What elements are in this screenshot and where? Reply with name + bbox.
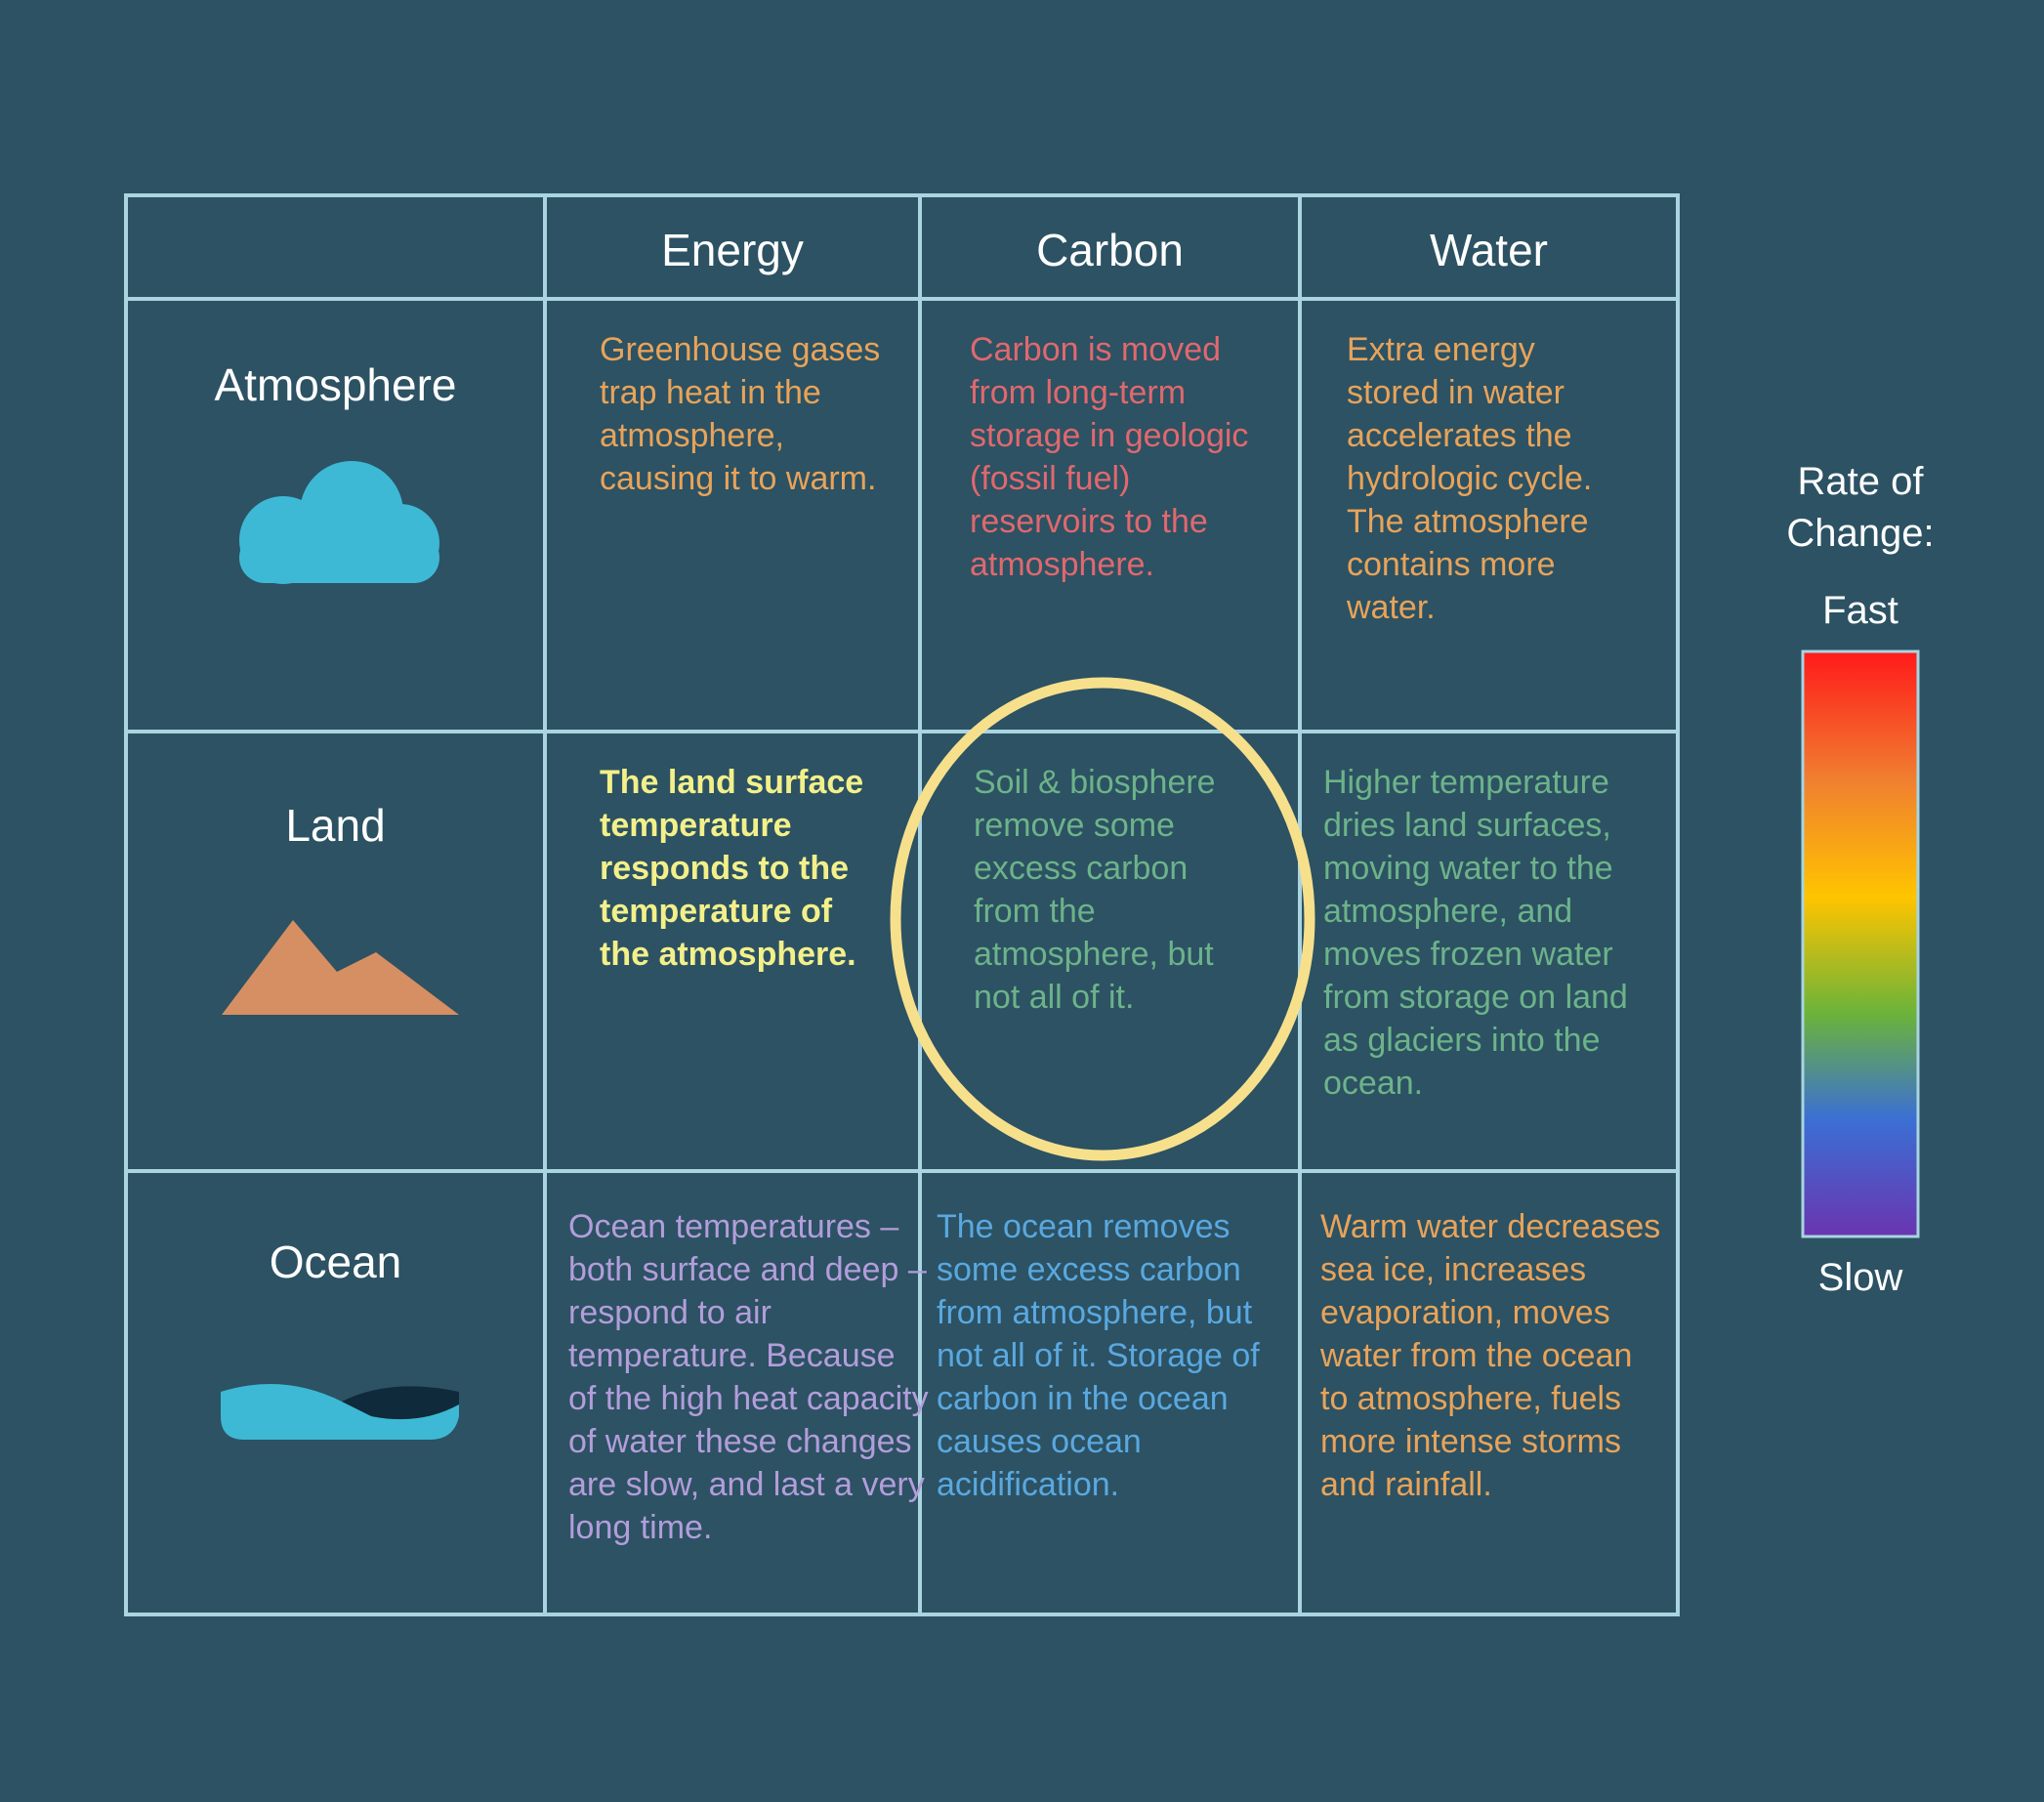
cell-text: Greenhouse gases trap heat in the atmosp… [600,331,881,497]
cell-text: Higher temperature dries land surfaces, … [1323,764,1628,1102]
cell-text: Ocean temperatures – both surface and de… [568,1208,929,1546]
rate-gradient-bar [1801,650,1920,1238]
cloud-icon [239,461,439,584]
column-header: Energy [661,225,804,275]
cell-text: Soil & biosphere remove some excess carb… [974,764,1216,1016]
cell-text: The land surface temperature responds to… [600,764,864,973]
wave-icon [221,1384,459,1440]
row-label: Land [285,800,386,851]
row-label: Atmosphere [214,359,457,410]
row-label: Ocean [269,1236,402,1287]
column-header: Carbon [1036,225,1184,275]
cell-text: The ocean removes some excess carbon fro… [937,1208,1260,1503]
mountain-icon [222,920,459,1015]
legend-fast: Fast [1822,589,1898,632]
cell-text: Carbon is moved from long-term storage i… [970,331,1249,583]
table-lines [124,193,1680,1616]
cell-text: Warm water decreases sea ice, increases … [1320,1208,1661,1503]
column-header: Water [1430,225,1548,275]
highlight-ellipse [890,677,1315,1161]
cell-text: Extra energy stored in water accelerates… [1347,331,1593,626]
legend-slow: Slow [1817,1256,1903,1299]
legend-title: Rate of Change: [1786,460,1935,555]
